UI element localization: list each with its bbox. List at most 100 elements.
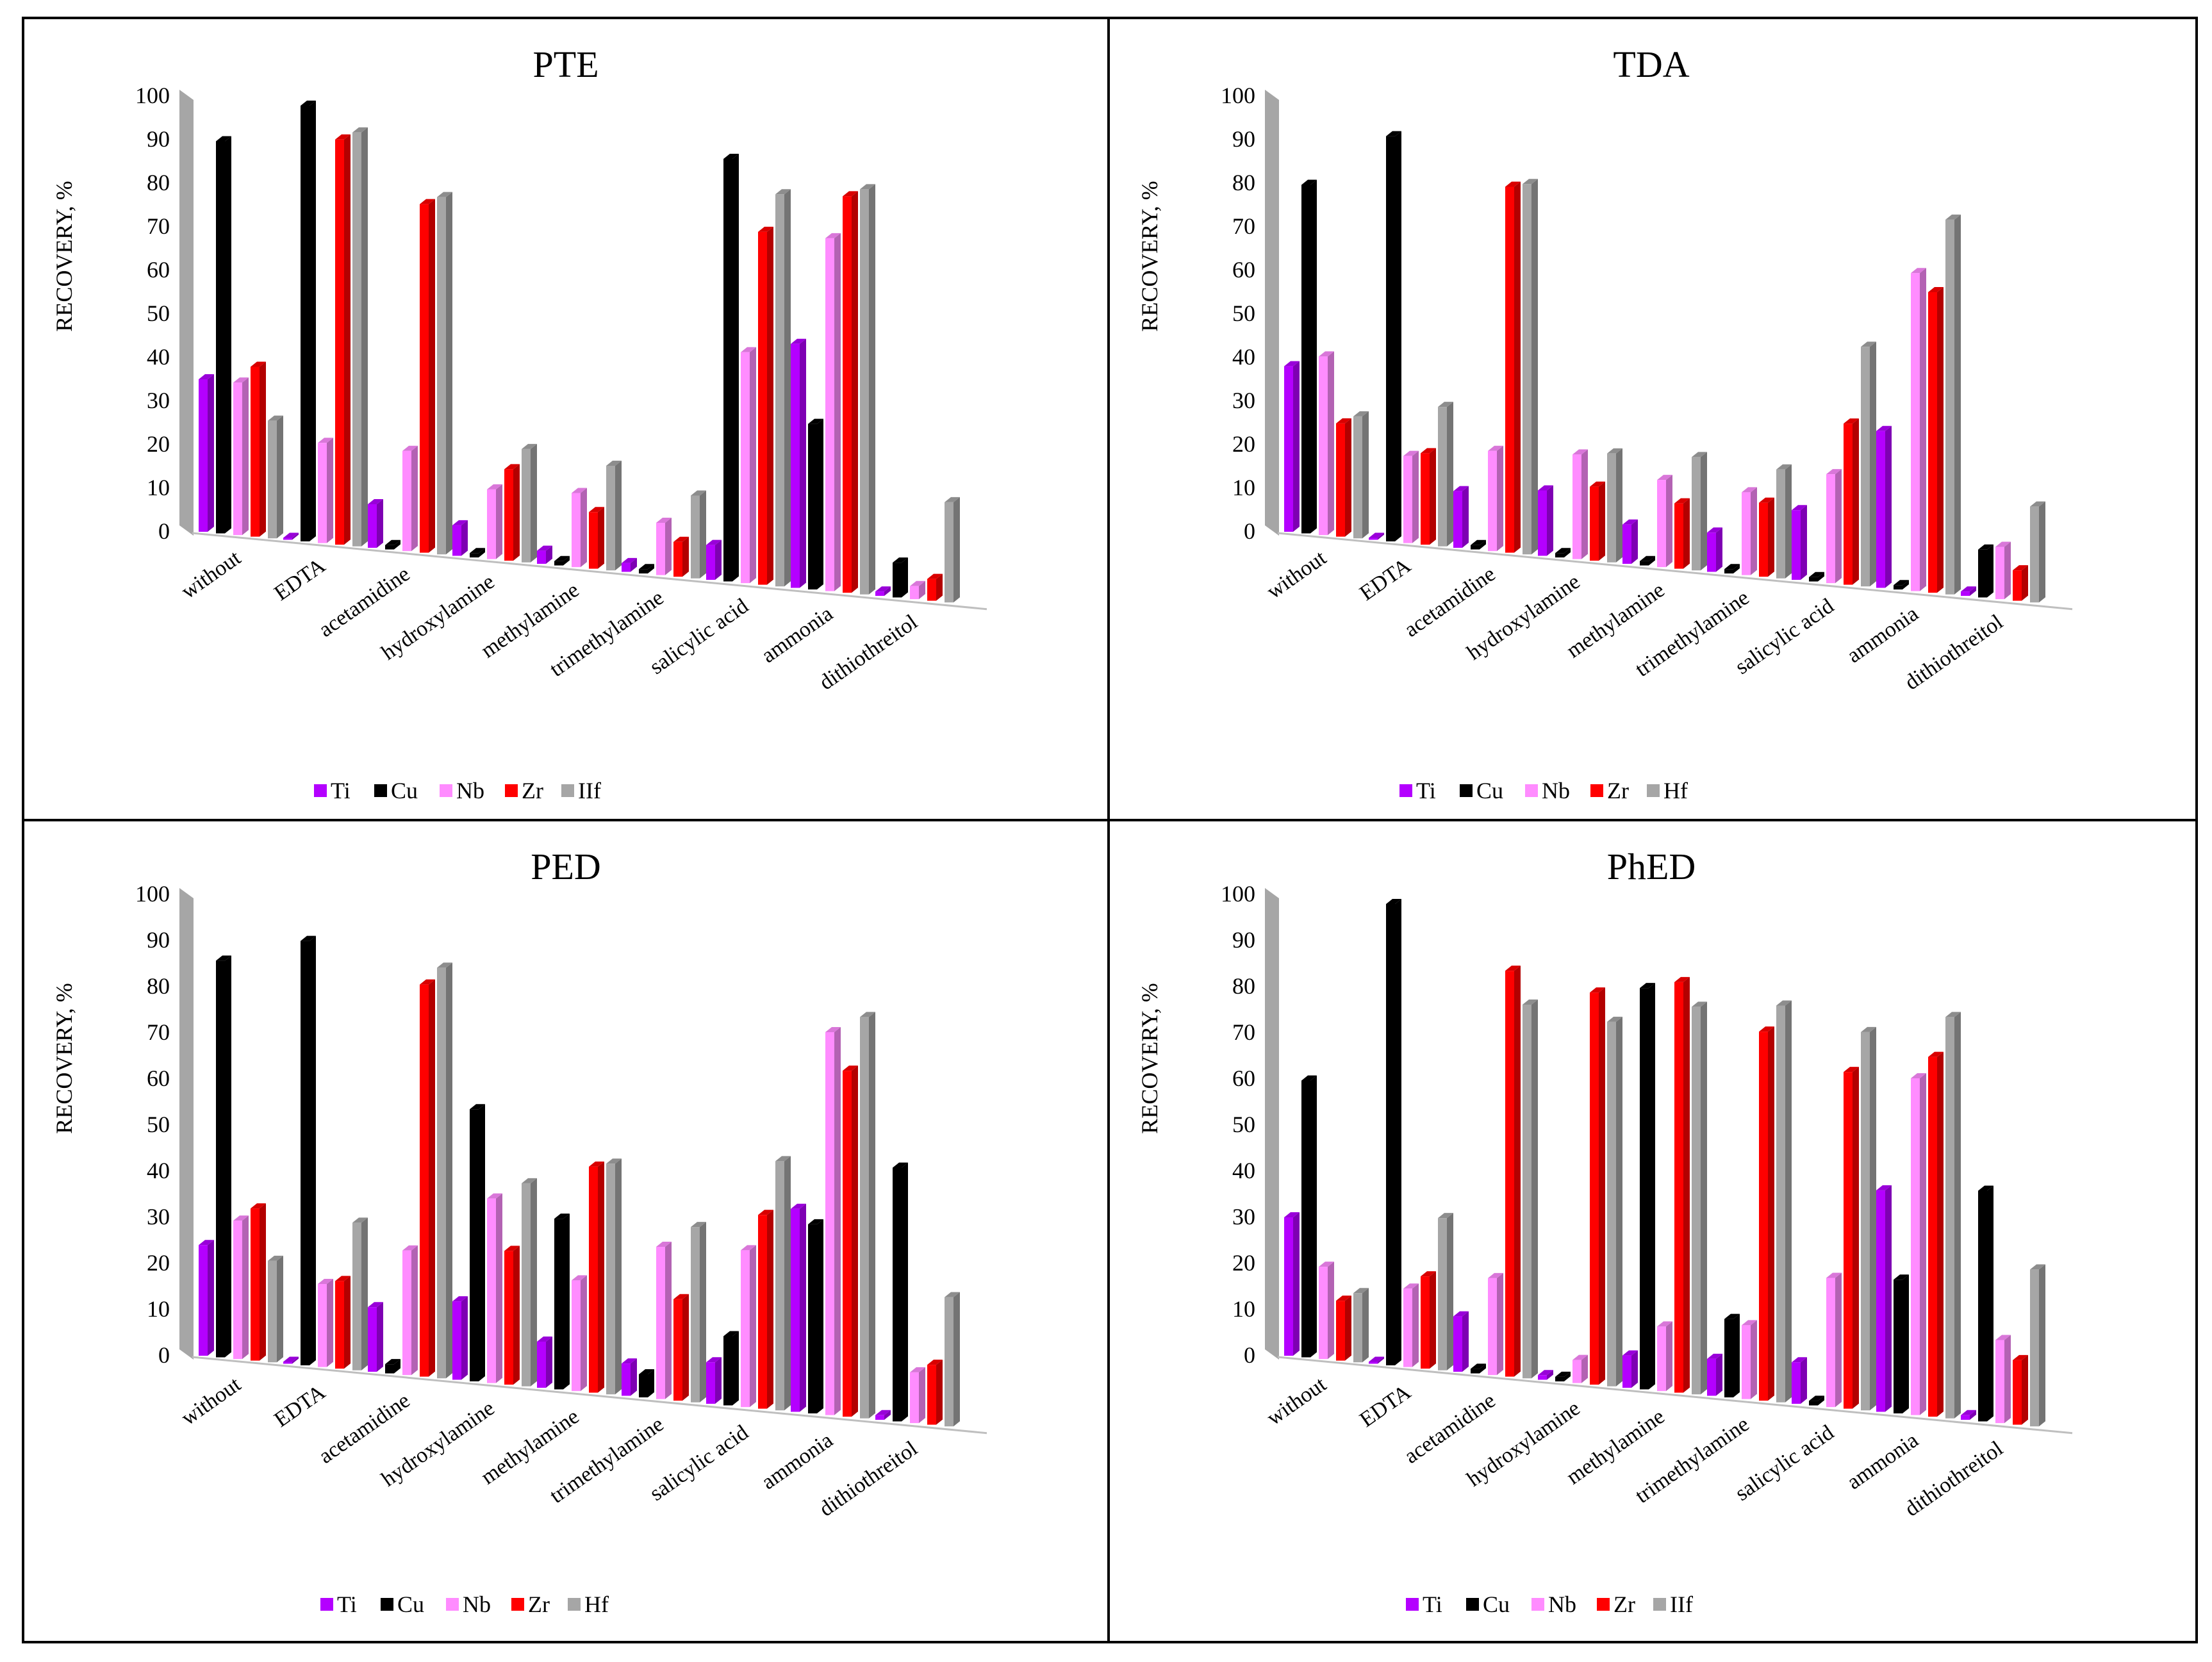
y-tick-label: 20 — [147, 1250, 170, 1276]
bar-side — [1616, 448, 1622, 563]
bar-front — [470, 553, 479, 558]
bar-top — [1792, 505, 1807, 511]
bar-hf — [1692, 1001, 1707, 1395]
bar-cu — [1894, 580, 1909, 590]
bar-zr — [2013, 565, 2028, 601]
bar-side — [1531, 179, 1538, 555]
bar-top — [1995, 1335, 2011, 1340]
bar-top — [843, 1065, 858, 1071]
bar-front — [1369, 538, 1378, 540]
bar-hf — [860, 184, 875, 595]
bar-cu — [1386, 131, 1401, 542]
bar-nb — [233, 377, 249, 536]
bar-zr — [1505, 181, 1521, 553]
bar-side — [1430, 448, 1436, 545]
bar-cu — [1640, 983, 1655, 1390]
bar-side — [242, 377, 249, 536]
bar-hf — [1438, 1213, 1453, 1370]
bar-top — [791, 1203, 806, 1209]
bar-nb — [1403, 450, 1419, 543]
bar-top — [723, 1331, 739, 1337]
bar-ti — [1453, 486, 1469, 548]
y-tick-label: 60 — [1232, 257, 1255, 283]
bar-cu — [1471, 1363, 1486, 1374]
bar-side — [1564, 548, 1571, 558]
bar-side — [1362, 411, 1369, 539]
bar-side — [1970, 1410, 1976, 1420]
bar-side — [1818, 1395, 1824, 1406]
legend-swatch-cu — [1466, 1598, 1479, 1611]
bar-front — [1555, 553, 1564, 558]
bar-top — [1590, 481, 1605, 487]
bar-side — [546, 545, 552, 564]
y-tick-label: 40 — [147, 1158, 170, 1183]
bar-side — [1378, 532, 1384, 540]
bar-front — [1590, 486, 1599, 561]
bar-front — [1572, 1360, 1581, 1383]
bar-front — [1826, 1278, 1835, 1408]
bar-side — [1514, 181, 1521, 553]
bar-nb — [656, 518, 672, 575]
bar-top — [723, 153, 739, 159]
legend-swatch-nb — [1525, 784, 1538, 797]
bar-cu — [1978, 544, 1993, 598]
bar-front — [775, 194, 784, 587]
bar-side — [884, 586, 891, 596]
legend-swatch-ti — [320, 1598, 333, 1611]
bar-front — [1488, 450, 1497, 552]
bar-side — [1716, 527, 1722, 572]
bar-ti — [368, 1302, 383, 1372]
bar-top — [1471, 539, 1486, 545]
bar-top — [1403, 1283, 1419, 1289]
bar-top — [1572, 1354, 1588, 1360]
bar-zr — [504, 1246, 520, 1385]
legend: Ti Cu Nb Zr IIf — [314, 778, 601, 803]
bar-cu — [216, 955, 231, 1358]
y-axis-label: RECOVERY, % — [1137, 181, 1162, 331]
bar-top — [1692, 1001, 1707, 1007]
bar-nb — [572, 488, 587, 568]
bar-top — [1759, 1026, 1774, 1032]
bar-top — [1692, 452, 1707, 457]
bar-top — [1640, 983, 1655, 989]
bar-top — [352, 127, 368, 133]
bar-side — [715, 1357, 722, 1404]
legend-swatch-nb — [1531, 1598, 1544, 1611]
bar-zr — [1505, 966, 1521, 1377]
bar-front — [1945, 1017, 1954, 1419]
bar-hf — [1523, 179, 1538, 555]
bar-hf — [1692, 452, 1707, 571]
bar-top — [1319, 351, 1334, 357]
bar-top — [775, 189, 791, 195]
bar-side — [1768, 497, 1774, 577]
bar-ti — [1792, 1357, 1807, 1404]
bar-front — [825, 1032, 834, 1415]
bar-front — [352, 1222, 361, 1370]
bar-top — [758, 226, 773, 232]
bar-nb — [1911, 268, 1926, 591]
bar-front — [1692, 1007, 1701, 1395]
bar-top — [1590, 987, 1605, 993]
bar-ti — [622, 557, 637, 572]
bar-front — [1319, 1267, 1328, 1360]
bar-nb — [1488, 445, 1503, 552]
bar-front — [1505, 186, 1514, 553]
bar-cu — [385, 1359, 400, 1374]
legend-label: IIf — [1670, 1592, 1693, 1617]
bar-ti — [1284, 361, 1300, 532]
bar-side — [1395, 899, 1401, 1366]
bar-hf — [437, 192, 452, 555]
bar-top — [1876, 425, 1892, 431]
bar-top — [385, 1359, 400, 1365]
bar-top — [283, 1356, 299, 1362]
bar-front — [1572, 454, 1581, 559]
bar-top — [1724, 564, 1740, 570]
bar-top — [1336, 418, 1351, 424]
bar-nb — [1319, 351, 1334, 536]
bar-front — [537, 550, 546, 564]
bar-side — [834, 233, 841, 591]
y-ticks: 0 10 20 30 40 50 60 70 80 90 100 — [1221, 881, 1255, 1368]
bar-side — [461, 1296, 468, 1380]
bar-front — [504, 1251, 513, 1385]
bar-top — [1403, 450, 1419, 456]
